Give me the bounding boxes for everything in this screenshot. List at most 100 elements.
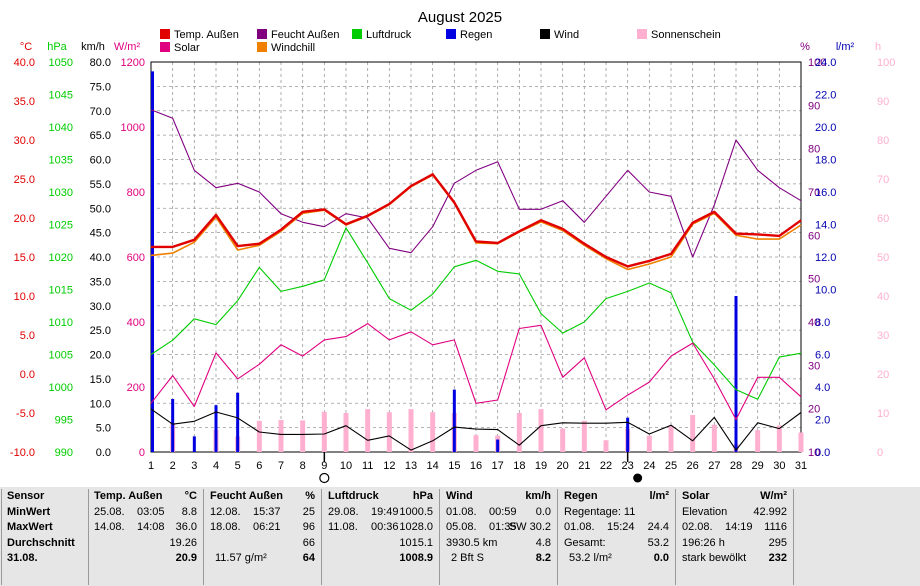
x-tick-label: 26 [687, 460, 699, 472]
tick-label-humidity: 50 [808, 274, 820, 286]
x-tick-label: 27 [708, 460, 720, 472]
stats-col-pressure: Luftdruck hPa 29.08. 19:49 1000.5 11.08. 00:… [323, 489, 440, 585]
tick-label-wind: 35.0 [90, 276, 111, 288]
legend-swatch [637, 29, 647, 39]
tick-label-temp: 5.0 [20, 330, 35, 342]
x-tick-label: 10 [340, 460, 352, 472]
x-tick-label: 3 [191, 460, 197, 472]
tick-label-rain: 4.0 [815, 382, 830, 394]
stats-solar-avg-value: 295 [768, 536, 787, 549]
stats-wind-header: Wind [446, 490, 473, 502]
x-tick-label: 22 [600, 460, 612, 472]
legend-label: Feucht Außen [271, 29, 340, 41]
sunshine-bar [560, 428, 566, 452]
tick-label-solar: 200 [127, 382, 145, 394]
tick-label-pressure: 1050 [49, 57, 73, 69]
stats-rain-max-value: 24.4 [647, 521, 669, 533]
axis-unit-wind: km/h [81, 41, 105, 53]
axis-unit-pressure: hPa [47, 41, 67, 53]
tick-label-wind: 10.0 [90, 398, 111, 410]
stats-wind-max-value: SW 30.2 [508, 521, 551, 533]
sunshine-bar [365, 409, 371, 452]
stats-pressure-header: Luftdruck [328, 490, 379, 502]
x-tick-label: 12 [383, 460, 395, 472]
stats-wind-unit: km/h [525, 490, 551, 502]
stats-col-temp: Temp. Außen °C 25.08. 03:05 8.8 14.08. 14:08… [89, 489, 204, 585]
weather-chart: August 2025 Temp. Außen Feucht Außen Luftdr… [10, 9, 895, 484]
sunshine-bar [603, 440, 609, 452]
stats-wind-max-time: 01:35 [489, 521, 517, 533]
x-tick-label: 16 [470, 460, 482, 472]
sunshine-bar [256, 420, 262, 452]
sunshine-bar [538, 409, 544, 452]
tick-label-sun: 60 [877, 213, 889, 225]
series-line-solar [150, 323, 802, 421]
stats-temp-min-date: 25.08. [94, 505, 125, 518]
stats-wind-min-value: 0.0 [535, 505, 551, 518]
tick-label-wind: 75.0 [90, 81, 111, 93]
axis-unit-humidity: % [800, 41, 810, 53]
tick-label-humidity: 90 [808, 100, 820, 112]
stats-pressure-max-time: 00:36 [371, 521, 399, 533]
tick-label-sun: 80 [877, 135, 889, 147]
stats-sensor-header: Sensor [7, 490, 45, 502]
tick-label-wind: 25.0 [90, 325, 111, 337]
stats-humidity-min-date: 12.08. [210, 505, 241, 518]
stats-temp-current: 20.9 [175, 552, 197, 564]
stats-pressure-max-value: 1028.0 [399, 521, 433, 533]
stats-col-humidity: Feucht Außen% 12.08. 15:37 25 18.08. 06:21 9… [205, 489, 322, 585]
tick-label-sun: 20 [877, 369, 889, 381]
stats-solar-elevation-value: 42.992 [753, 505, 787, 518]
tick-label-rain: 2.0 [815, 415, 830, 427]
rain-bar [626, 417, 630, 452]
sunshine-bar [776, 425, 782, 452]
tick-label-solar: 0 [139, 447, 145, 459]
x-tick-label: 1 [148, 460, 154, 472]
sunshine-bar [798, 432, 804, 452]
tick-label-pressure: 1045 [49, 90, 73, 102]
legend-label: Sonnenschein [651, 29, 721, 41]
stats-pressure-current: 1008.9 [399, 552, 433, 564]
stats-humidity-max-value: 96 [302, 521, 315, 533]
stats-humidity-header: Feucht Außen [210, 490, 283, 502]
stats-rain-current: 0.0 [653, 552, 669, 564]
sunshine-bar [646, 435, 652, 452]
stats-humidity-max-time: 06:21 [253, 521, 281, 533]
stats-solar-max-date: 02.08. [682, 521, 713, 533]
stats-rain-days: Regentage: 11 [564, 505, 636, 518]
tick-label-temp: 0.0 [20, 369, 35, 381]
tick-label-rain: 20.0 [815, 122, 836, 134]
tick-label-rain: 24.0 [815, 57, 836, 69]
stats-humidity-abs: 11.57 g/m² [215, 552, 267, 564]
tick-label-pressure: 1000 [49, 382, 73, 394]
stats-panel: Sensor MinWert MaxWert Durchschnitt 31.0… [0, 487, 920, 586]
sunshine-bar [430, 412, 436, 452]
tick-label-wind: 30.0 [90, 301, 111, 313]
legend-swatch [446, 29, 456, 39]
stats-temp-header: Temp. Außen [94, 490, 163, 502]
stats-col-solar: Solar W/m² Elevation 42.992 02.08. 14:19 111… [677, 489, 794, 585]
rain-bar [151, 71, 154, 453]
sunshine-bar [300, 420, 306, 452]
rain-bar [214, 405, 218, 452]
sunshine-bar [386, 412, 392, 452]
stats-solar-max-value: 1116 [764, 521, 787, 533]
stats-pressure-min-time: 19:49 [371, 505, 399, 518]
x-tick-label: 30 [773, 460, 785, 472]
stats-avg-label: Durchschnitt [7, 536, 75, 549]
rain-bar [236, 392, 240, 452]
tick-label-wind: 55.0 [90, 179, 111, 191]
tick-label-pressure: 1010 [49, 317, 73, 329]
tick-label-wind: 20.0 [90, 350, 111, 362]
tick-label-temp: 20.0 [14, 213, 35, 225]
stats-rain-sum: 53.2 l/m² [569, 552, 612, 564]
stats-solar-unit: W/m² [760, 490, 787, 502]
stats-temp-avg-value: 19.26 [169, 536, 197, 549]
tick-label-wind: 45.0 [90, 228, 111, 240]
sunshine-bar [408, 409, 414, 452]
stats-max-label: MaxWert [7, 521, 53, 533]
tick-label-wind: 80.0 [90, 57, 111, 69]
tick-label-sun: 0 [877, 447, 883, 459]
tick-label-pressure: 1005 [49, 350, 73, 362]
stats-solar-current: 232 [768, 552, 787, 564]
